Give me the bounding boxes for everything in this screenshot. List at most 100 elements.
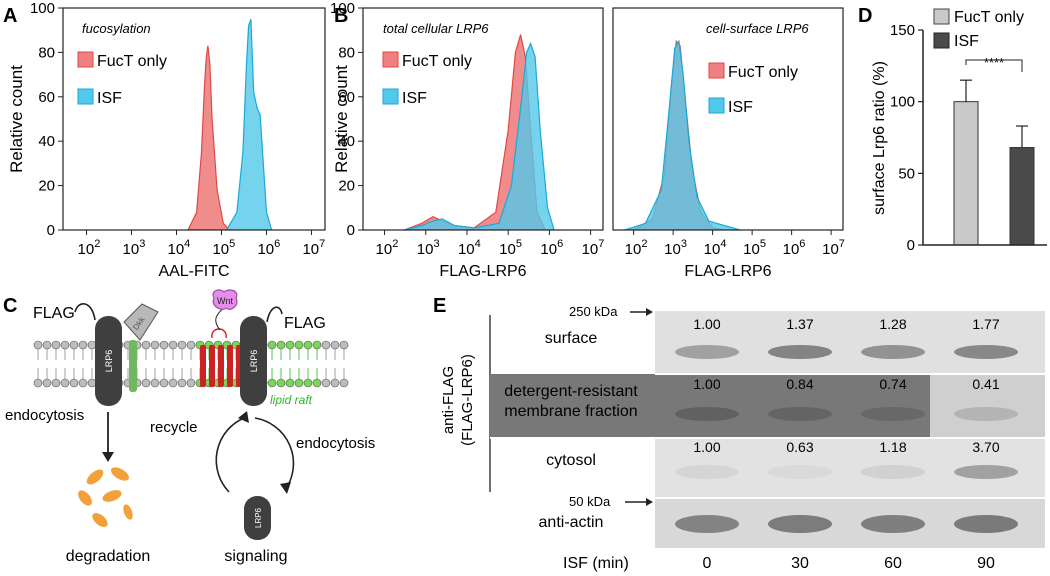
endocytosis-label-left: endocytosis [5,407,84,424]
panel-a-y-axis-label: Relative count [7,65,26,173]
blot-quantification-values: 1.00 1.37 1.28 1.77 1.00 0.84 0.74 0.41 1.00 0.63… [693,316,999,455]
degradation-fragments [78,467,133,527]
anti-flag-label: anti-FLAG [440,366,457,434]
panel-a-legend-swatch-fuct [77,51,94,68]
panel-label-e: E [433,295,446,317]
panel-d-bar-chart: 0 50 100 150 surface Lrp6 ratio (%) FucT on… [871,8,1047,254]
dkk-receptor-tm [129,340,137,392]
bar-isf [1009,147,1035,246]
panel-b-left-legend-swatch-fuct [382,51,399,68]
blot-bands [675,345,1018,533]
x-tick-label: 105 [499,238,522,258]
blot-value: 1.77 [972,316,999,332]
marker-250-kda: 250 kDa [569,304,618,319]
panel-a-legend-swatch-isf [77,88,94,105]
panel-b-left-marks [403,34,555,230]
isf-time-label: ISF (min) [563,555,629,572]
panel-d-legend-fuct: FucT only [954,9,1024,26]
blot-value: 0.63 [786,439,813,455]
blot-value: 0.84 [786,376,813,392]
panel-b-right-legend-swatch-fuct [708,62,725,79]
blot-band [675,407,739,421]
marker-250-arrowhead [646,308,653,316]
blot-value: 1.18 [879,439,906,455]
blot-strip-drm-light [930,374,1045,438]
x-tick-label: 104 [704,238,727,258]
blot-band [768,515,832,533]
frizzled-loop [211,328,227,339]
isf-time-point: 30 [791,555,809,572]
panel-b-left-legend-swatch-isf [382,88,399,105]
panel-label-b: B [334,5,348,27]
y-tick-label: 60 [38,89,55,106]
panel-b-right-marks [624,39,741,230]
x-tick-label: 103 [664,238,687,258]
blot-value: 1.37 [786,316,813,332]
blot-value: 1.00 [693,376,720,392]
panel-label-d: D [858,5,872,27]
y-tick-label: 100 [30,0,55,17]
marker-50-arrowhead [646,498,653,506]
panel-b-right-x-ticks: 102 103 104 105 106 107 [625,230,845,258]
endocytosis-arc [254,417,295,491]
x-tick-label: 107 [582,238,605,258]
blot-strip-surface [655,311,1045,374]
panel-label-c: C [3,295,17,317]
panel-e-western-blot: 250 kDa 50 kDa anti-FLAG (FLAG-LRP6) sur… [440,304,1045,572]
blot-row-label: detergent-resistant [504,383,638,400]
wnt-label: Wnt [217,296,234,306]
isf-time-point: 90 [977,555,995,572]
y-tick-label: 40 [338,133,355,150]
x-tick-label: 107 [302,238,325,258]
panel-d-significance-label: **** [984,55,1004,70]
panel-b-right-x-axis-label: FLAG-LRP6 [684,263,771,280]
panel-b-y-ticks: 0 20 40 60 80 100 [330,0,363,239]
panel-b-right-legend-isf: ISF [728,99,753,116]
blot-band [861,345,925,359]
lrp6-receptor-left [95,316,122,406]
blot-row-label: membrane fraction [504,403,637,420]
panel-a-x-ticks: 102 103 104 105 106 107 [78,230,325,258]
x-tick-label: 103 [417,238,440,258]
isf-time-point: 60 [884,555,902,572]
blot-band [675,515,739,533]
lrp6-label-right: LRP6 [249,350,259,373]
histogram-series-fuct-only [187,45,231,230]
lipid-raft-label: lipid raft [270,393,313,407]
panel-b-left-legend-isf: ISF [402,90,427,107]
panel-b-right-legend-fuct: FucT only [728,64,798,81]
x-tick-label: 102 [625,238,648,258]
recycle-label: recycle [150,419,198,436]
y-tick-label: 150 [890,22,915,39]
flag-tag-left [74,303,96,321]
degradation-label: degradation [66,548,151,565]
panel-d-significance-bracket [965,59,1023,72]
dkk-protein [123,303,159,341]
panel-a-annotation: fucosylation [82,21,151,36]
flag-label-left: FLAG [33,305,75,322]
blot-band [675,345,739,359]
bar-fuct-only [953,101,979,246]
panel-d-legend-swatch-isf [933,32,950,49]
blot-band [954,515,1018,533]
isf-time-points: 0 30 60 90 [703,555,995,572]
isf-time-point: 0 [703,555,712,572]
panel-b-left-x-axis-label: FLAG-LRP6 [439,263,526,280]
blot-value: 1.00 [693,316,720,332]
panel-d-marks [953,79,1035,246]
panel-d-y-ticks: 0 50 100 150 [890,22,923,254]
blot-band [768,465,832,479]
endocytosis-label-right: endocytosis [296,435,375,452]
x-tick-label: 106 [257,238,280,258]
panel-a-frame [62,7,326,231]
flag-tag-right [266,306,283,323]
blot-band [768,407,832,421]
x-tick-label: 104 [458,238,481,258]
y-tick-label: 60 [338,89,355,106]
x-tick-label: 104 [167,238,190,258]
lrp6-receptor-right [240,316,267,406]
panel-label-a: A [3,5,17,27]
panel-c-schematic: LRP6 FLAG Dkk LRP6 Wnt FLAG lipid raft e… [5,289,375,565]
blot-band [861,515,925,533]
panel-b-left-legend-fuct: FucT only [402,53,472,70]
